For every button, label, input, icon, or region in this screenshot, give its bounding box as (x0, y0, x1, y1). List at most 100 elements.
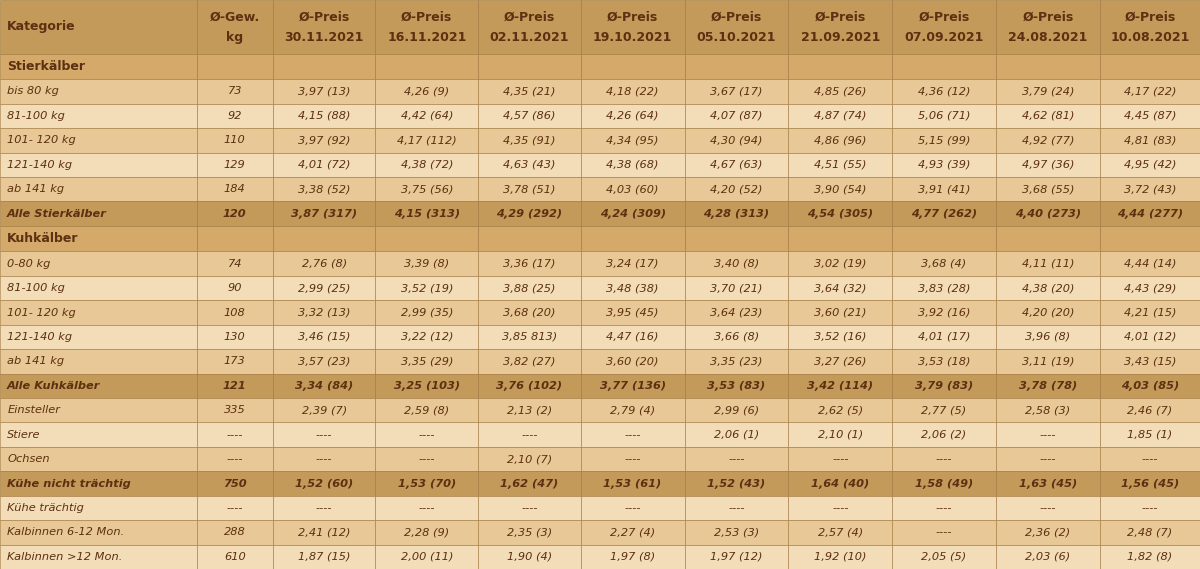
Bar (788, 53, 892, 79)
Text: ----: ---- (521, 503, 538, 513)
Bar (581, 128, 684, 152)
Bar (788, 496, 892, 520)
Bar (197, 53, 272, 79)
Bar (1099, 177, 1200, 201)
Text: 2,39 (7): 2,39 (7) (301, 405, 347, 415)
Bar (197, 128, 272, 152)
Text: ----: ---- (832, 454, 848, 464)
Bar (478, 545, 581, 569)
Text: 2,41 (12): 2,41 (12) (298, 527, 350, 537)
Bar (1099, 104, 1200, 128)
Bar (272, 152, 376, 177)
Text: 4,62 (81): 4,62 (81) (1021, 111, 1074, 121)
Text: 4,24 (309): 4,24 (309) (600, 209, 666, 218)
Text: 2,35 (3): 2,35 (3) (506, 527, 552, 537)
Bar (272, 545, 376, 569)
Text: 3,92 (16): 3,92 (16) (918, 307, 971, 318)
Bar (478, 53, 581, 79)
Text: 4,63 (43): 4,63 (43) (503, 160, 556, 170)
Bar (478, 349, 581, 374)
Text: 81-100 kg: 81-100 kg (7, 111, 65, 121)
Bar (788, 79, 892, 104)
Text: Ø-Preis: Ø-Preis (1022, 11, 1074, 24)
Bar (376, 496, 478, 520)
Text: 335: 335 (224, 405, 246, 415)
Bar (1099, 545, 1200, 569)
Text: ----: ---- (316, 454, 332, 464)
Bar (0, 300, 197, 325)
Text: 90: 90 (228, 283, 242, 293)
Text: 19.10.2021: 19.10.2021 (593, 31, 672, 44)
Text: 3,53 (18): 3,53 (18) (918, 356, 971, 366)
Bar (996, 128, 1099, 152)
Bar (996, 226, 1099, 251)
Text: 1,97 (8): 1,97 (8) (610, 552, 655, 562)
Bar (197, 496, 272, 520)
Text: 4,51 (55): 4,51 (55) (814, 160, 866, 170)
Text: ----: ---- (227, 503, 244, 513)
Bar (197, 177, 272, 201)
Bar (996, 0, 1099, 53)
Text: Kalbinnen >12 Mon.: Kalbinnen >12 Mon. (7, 552, 122, 562)
Bar (197, 79, 272, 104)
Bar (788, 276, 892, 300)
Text: 3,75 (56): 3,75 (56) (401, 184, 454, 194)
Bar (376, 300, 478, 325)
Text: Ø-Gew.: Ø-Gew. (210, 11, 260, 24)
Bar (0, 0, 197, 53)
Text: 2,10 (1): 2,10 (1) (817, 430, 863, 440)
Text: 3,53 (83): 3,53 (83) (707, 381, 766, 391)
Text: 3,22 (12): 3,22 (12) (401, 332, 454, 342)
Text: 1,82 (8): 1,82 (8) (1127, 552, 1172, 562)
Bar (581, 374, 684, 398)
Bar (684, 177, 788, 201)
Text: 2,59 (8): 2,59 (8) (404, 405, 449, 415)
Text: 4,81 (83): 4,81 (83) (1123, 135, 1176, 145)
Bar (996, 152, 1099, 177)
Bar (788, 471, 892, 496)
Text: 3,60 (21): 3,60 (21) (814, 307, 866, 318)
Bar (0, 520, 197, 545)
Text: 2,36 (2): 2,36 (2) (1025, 527, 1070, 537)
Bar (376, 374, 478, 398)
Text: 3,11 (19): 3,11 (19) (1021, 356, 1074, 366)
Bar (581, 201, 684, 226)
Text: 4,29 (292): 4,29 (292) (497, 209, 563, 218)
Text: Ø-Preis: Ø-Preis (1124, 11, 1176, 24)
Text: 3,27 (26): 3,27 (26) (814, 356, 866, 366)
Bar (684, 226, 788, 251)
Text: 2,62 (5): 2,62 (5) (817, 405, 863, 415)
Text: 3,70 (21): 3,70 (21) (710, 283, 763, 293)
Bar (376, 0, 478, 53)
Text: Ø-Preis: Ø-Preis (504, 11, 556, 24)
Bar (197, 374, 272, 398)
Text: 4,11 (11): 4,11 (11) (1021, 259, 1074, 269)
Text: 24.08.2021: 24.08.2021 (1008, 31, 1087, 44)
Text: 3,52 (16): 3,52 (16) (814, 332, 866, 342)
Bar (996, 177, 1099, 201)
Bar (788, 447, 892, 471)
Bar (478, 422, 581, 447)
Text: 4,28 (313): 4,28 (313) (703, 209, 769, 218)
Text: 3,32 (13): 3,32 (13) (298, 307, 350, 318)
Text: 129: 129 (224, 160, 246, 170)
Bar (996, 422, 1099, 447)
Text: 2,28 (9): 2,28 (9) (404, 527, 449, 537)
Bar (581, 496, 684, 520)
Text: 3,97 (13): 3,97 (13) (298, 86, 350, 97)
Text: 4,38 (72): 4,38 (72) (401, 160, 454, 170)
Bar (581, 152, 684, 177)
Bar (892, 496, 996, 520)
Text: 4,85 (26): 4,85 (26) (814, 86, 866, 97)
Text: ----: ---- (1141, 503, 1158, 513)
Bar (684, 128, 788, 152)
Text: 2,27 (4): 2,27 (4) (610, 527, 655, 537)
Text: 4,26 (9): 4,26 (9) (404, 86, 449, 97)
Text: 3,40 (8): 3,40 (8) (714, 259, 760, 269)
Text: 07.09.2021: 07.09.2021 (905, 31, 984, 44)
Bar (478, 201, 581, 226)
Bar (581, 422, 684, 447)
Bar (684, 0, 788, 53)
Text: 10.08.2021: 10.08.2021 (1110, 31, 1189, 44)
Bar (581, 325, 684, 349)
